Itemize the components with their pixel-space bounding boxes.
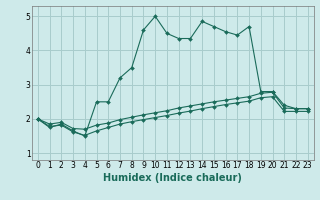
X-axis label: Humidex (Indice chaleur): Humidex (Indice chaleur) [103, 173, 242, 183]
